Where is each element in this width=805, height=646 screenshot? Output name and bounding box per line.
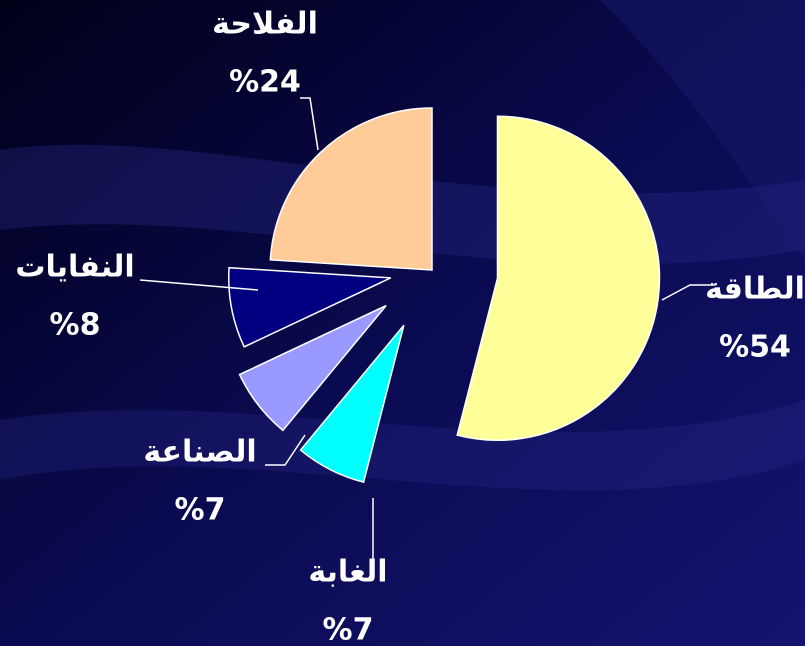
value-label: %54 [719, 330, 791, 365]
background-band [600, 0, 805, 260]
value-label: %7 [175, 493, 226, 528]
background-band [0, 400, 805, 491]
pie-slice [456, 115, 661, 442]
pie [227, 107, 661, 484]
pie-slice [269, 107, 433, 271]
category-label: الغابة [308, 555, 387, 590]
pie-slice [238, 304, 387, 432]
pie-slice [227, 266, 392, 348]
category-label: الصناعة [143, 435, 256, 470]
leader-line [661, 284, 715, 301]
category-label: الطاقة [705, 272, 805, 307]
leader-line [139, 279, 259, 291]
category-label: الفلاحة [212, 7, 318, 42]
value-label: %24 [229, 65, 301, 100]
leader-line [265, 434, 306, 466]
value-label: %7 [323, 613, 374, 646]
labels: الطاقة %54 الغابة %7 الصناعة %7 النفايات %8 الفل… [15, 7, 805, 646]
pie-slice [299, 324, 405, 484]
leader-line [300, 97, 319, 151]
category-label: النفايات [15, 250, 134, 285]
value-label: %8 [50, 308, 101, 343]
